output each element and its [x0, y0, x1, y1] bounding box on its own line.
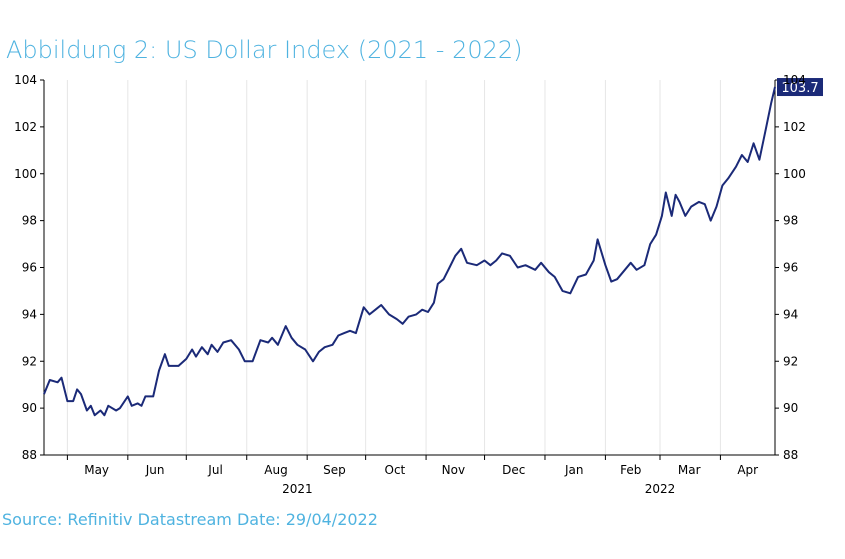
x-tick-label: Dec	[502, 463, 525, 477]
gridlines	[66, 80, 721, 455]
y-tick-label: 100	[14, 167, 37, 181]
year-label: 2021	[282, 482, 313, 496]
x-tick-label: Feb	[620, 463, 641, 477]
series-layer: 103.7	[43, 78, 823, 417]
year-label: 2022	[645, 482, 676, 496]
y-tick-label-right: 104	[783, 73, 806, 87]
x-tick-label: Nov	[442, 463, 465, 477]
y-tick-label: 94	[22, 307, 37, 321]
x-tick-label: Oct	[385, 463, 406, 477]
y-tick-label: 96	[22, 261, 37, 275]
x-tick-label: Jan	[564, 463, 584, 477]
chart-title: Abbildung 2: US Dollar Index (2021 - 202…	[6, 36, 523, 64]
y-tick-label-right: 100	[783, 167, 806, 181]
y-tick-label-right: 102	[783, 120, 806, 134]
x-tick-label: Mar	[678, 463, 701, 477]
x-tick-label: Jul	[207, 463, 222, 477]
y-tick-label-right: 98	[783, 214, 798, 228]
axes	[40, 79, 779, 460]
y-tick-label: 88	[22, 448, 37, 462]
y-tick-label: 98	[22, 214, 37, 228]
last-value-badge	[777, 78, 823, 97]
y-tick-label-right: 94	[783, 307, 798, 321]
y-tick-label-right: 96	[783, 261, 798, 275]
x-tick-label: Aug	[264, 463, 287, 477]
source-note: Source: Refinitiv Datastream Date: 29/04…	[2, 510, 378, 529]
y-tick-label-right: 92	[783, 354, 798, 368]
y-tick-label: 90	[22, 401, 37, 415]
y-tick-label: 104	[14, 73, 37, 87]
last-value-label: 103.7	[781, 81, 818, 96]
y-tick-label-right: 88	[783, 448, 798, 462]
x-tick-label: Apr	[737, 463, 758, 477]
y-tick-label: 102	[14, 120, 37, 134]
y-tick-label: 92	[22, 354, 37, 368]
x-tick-label: Jun	[145, 463, 165, 477]
y-tick-label-right: 90	[783, 401, 798, 415]
tick-labels: 88 88 90 90 92 92 94 94 96 96 98 98 100 100 102 102 104 1…	[14, 73, 806, 496]
x-tick-label: Sep	[323, 463, 346, 477]
usd-index-line	[43, 86, 776, 417]
x-tick-label: May	[84, 463, 109, 477]
